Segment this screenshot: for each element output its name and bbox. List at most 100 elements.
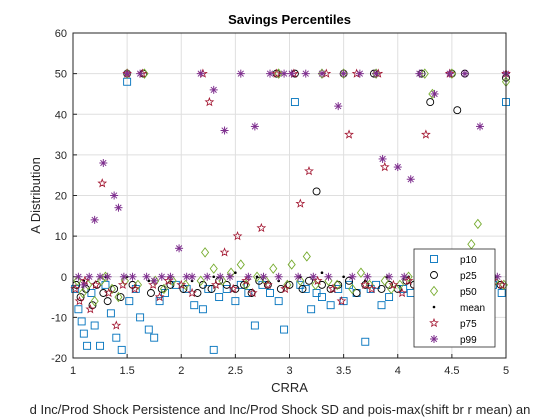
point-p75	[211, 279, 221, 290]
point-p25	[110, 284, 119, 293]
point-p99	[236, 69, 245, 78]
point-p99	[363, 272, 372, 281]
x-tick-label: 4.5	[444, 365, 459, 377]
point-p75	[176, 279, 187, 290]
point-p25	[99, 289, 108, 297]
y-tick-label: 10	[55, 231, 67, 243]
point-p99	[166, 272, 175, 281]
point-p10	[244, 289, 253, 297]
point-p99	[400, 272, 409, 281]
point-p50	[473, 218, 482, 230]
legend-label-p25: p25	[460, 271, 477, 282]
point-p99	[244, 272, 253, 281]
point-p10	[150, 333, 159, 342]
legend-label-p50: p50	[460, 287, 477, 298]
y-tick-label: -20	[51, 353, 67, 365]
point-p25	[345, 276, 353, 285]
point-p10	[87, 289, 96, 297]
point-p75	[388, 279, 399, 290]
point-p75	[241, 275, 252, 285]
point-p75	[344, 129, 354, 139]
point-p10	[136, 313, 145, 322]
point-p75	[70, 283, 81, 294]
point-p75	[129, 283, 140, 294]
legend-marker-p10	[430, 255, 438, 263]
point-mean	[255, 275, 259, 279]
point-p99	[128, 272, 137, 281]
point-p10	[83, 341, 92, 350]
x-tick-label: 3.5	[336, 365, 351, 377]
x-axis-label: CRRA	[271, 380, 308, 395]
point-p50	[159, 283, 169, 295]
point-p25	[128, 280, 137, 289]
point-p10	[117, 345, 126, 354]
point-p75	[90, 279, 101, 290]
point-p75	[232, 231, 243, 241]
point-mean	[190, 279, 194, 283]
point-p10	[125, 297, 134, 306]
point-p50	[302, 251, 311, 262]
point-mean	[320, 271, 324, 274]
point-p25	[157, 284, 166, 293]
point-p50	[311, 279, 320, 291]
point-p10	[222, 284, 231, 293]
point-p10	[190, 301, 199, 310]
point-p10	[280, 325, 289, 334]
point-p99	[114, 203, 123, 212]
point-p99	[406, 175, 415, 184]
point-p99	[274, 272, 283, 281]
point-p99	[259, 272, 268, 281]
point-p10	[215, 293, 224, 302]
point-p99	[430, 89, 439, 98]
point-p10	[236, 280, 245, 289]
point-p99	[445, 69, 454, 78]
point-p99	[355, 69, 364, 78]
point-p10	[301, 284, 310, 293]
point-p75	[262, 279, 273, 290]
point-p10	[231, 297, 240, 306]
point-p25	[88, 301, 97, 310]
point-p50	[420, 68, 429, 79]
point-p50	[356, 267, 366, 278]
x-tick-label: 2.5	[228, 365, 243, 377]
point-p99	[90, 215, 99, 224]
x-tick-label: 1	[70, 365, 76, 377]
point-p10	[250, 321, 259, 330]
legend-box	[413, 248, 496, 348]
point-p99	[157, 272, 166, 281]
data-points	[70, 68, 511, 354]
point-p75	[103, 287, 114, 298]
point-p99	[188, 272, 197, 281]
point-p75	[80, 275, 90, 285]
point-p75	[247, 287, 258, 298]
point-p99	[220, 126, 229, 135]
point-p75	[228, 283, 239, 294]
point-p25	[305, 276, 313, 285]
point-p10	[209, 345, 218, 354]
point-p50	[200, 247, 210, 258]
point-p10	[497, 289, 506, 297]
point-p10	[112, 333, 121, 342]
point-p99	[216, 272, 225, 281]
point-p99	[324, 272, 333, 281]
x-tick-labels: 1 1.5 2 2.5 3 3.5 4 4.5 5	[70, 365, 509, 377]
point-p75	[397, 287, 407, 298]
legend-label-p10: p10	[460, 255, 477, 266]
point-p25	[377, 284, 386, 293]
point-p10	[90, 321, 99, 330]
point-p50	[339, 68, 348, 79]
point-p75	[295, 198, 306, 208]
point-p10	[266, 289, 274, 297]
point-p25	[285, 280, 294, 289]
point-p50	[269, 263, 278, 274]
point-p10	[79, 329, 88, 338]
point-p99	[250, 122, 259, 131]
figure-caption: d Inc/Prod Shock Persistence and Inc/Pro…	[30, 402, 531, 417]
point-p99	[339, 69, 348, 78]
point-p75	[327, 283, 338, 294]
point-p75	[280, 283, 291, 294]
point-p75	[117, 279, 128, 290]
point-p10	[377, 301, 386, 310]
point-p99	[378, 154, 387, 163]
y-tick-label: -10	[51, 312, 67, 324]
